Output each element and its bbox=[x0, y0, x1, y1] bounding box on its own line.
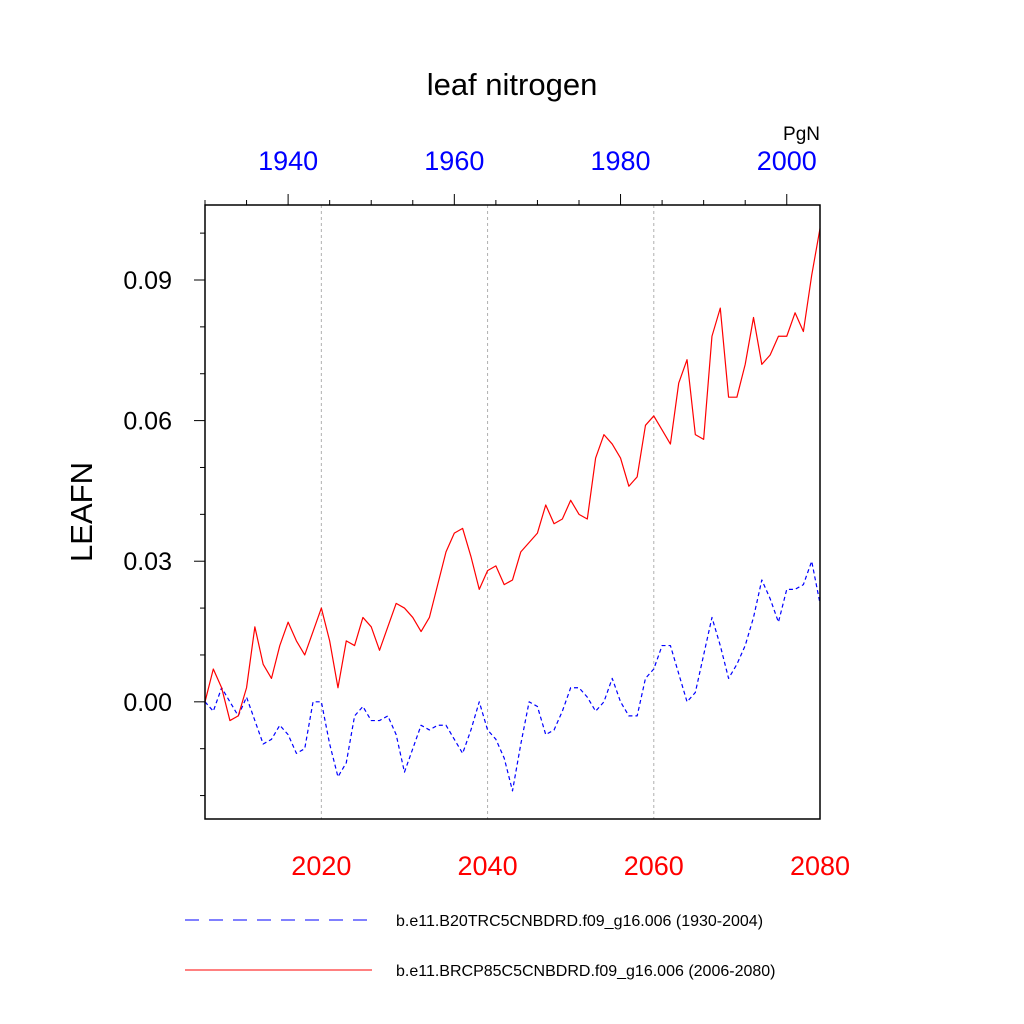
x-top-tick-label-1940: 1940 bbox=[258, 146, 318, 176]
y-tick-label-1: 0.03 bbox=[123, 548, 172, 576]
x-top-tick-label-1960: 1960 bbox=[424, 146, 484, 176]
units-label: PgN bbox=[783, 124, 820, 145]
legend-label-rcp85: b.e11.BRCP85C5CNBDRD.f09_g16.006 (2006-2… bbox=[396, 963, 775, 980]
legend: b.e11.B20TRC5CNBDRD.f09_g16.006 (1930-20… bbox=[185, 913, 775, 980]
axis-tick-labels: 2020 2040 2060 2080 1940 1960 1980 2000 0.00 0.03… bbox=[123, 146, 850, 881]
plot-frame bbox=[204, 204, 821, 820]
x-bottom-tick-label-2020: 2020 bbox=[291, 851, 351, 881]
x-top-tick-label-1980: 1980 bbox=[591, 146, 651, 176]
axis-ticks bbox=[194, 194, 788, 797]
y-tick-label-0: 0.00 bbox=[123, 689, 172, 717]
y-tick-label-3: 0.09 bbox=[123, 267, 172, 295]
x-bottom-tick-label-2080: 2080 bbox=[790, 851, 850, 881]
legend-label-historical: b.e11.B20TRC5CNBDRD.f09_g16.006 (1930-20… bbox=[396, 913, 763, 930]
gridlines bbox=[320, 205, 655, 819]
series-line-historical bbox=[204, 560, 821, 792]
plot-series bbox=[204, 228, 821, 792]
chart-title: leaf nitrogen bbox=[427, 67, 598, 102]
x-bottom-tick-label-2040: 2040 bbox=[458, 851, 518, 881]
series-line-rcp85 bbox=[204, 228, 821, 722]
y-axis-label: LEAFN bbox=[64, 462, 99, 562]
y-tick-label-2: 0.06 bbox=[123, 408, 172, 436]
x-bottom-tick-label-2060: 2060 bbox=[624, 851, 684, 881]
x-top-tick-label-2000: 2000 bbox=[757, 146, 817, 176]
